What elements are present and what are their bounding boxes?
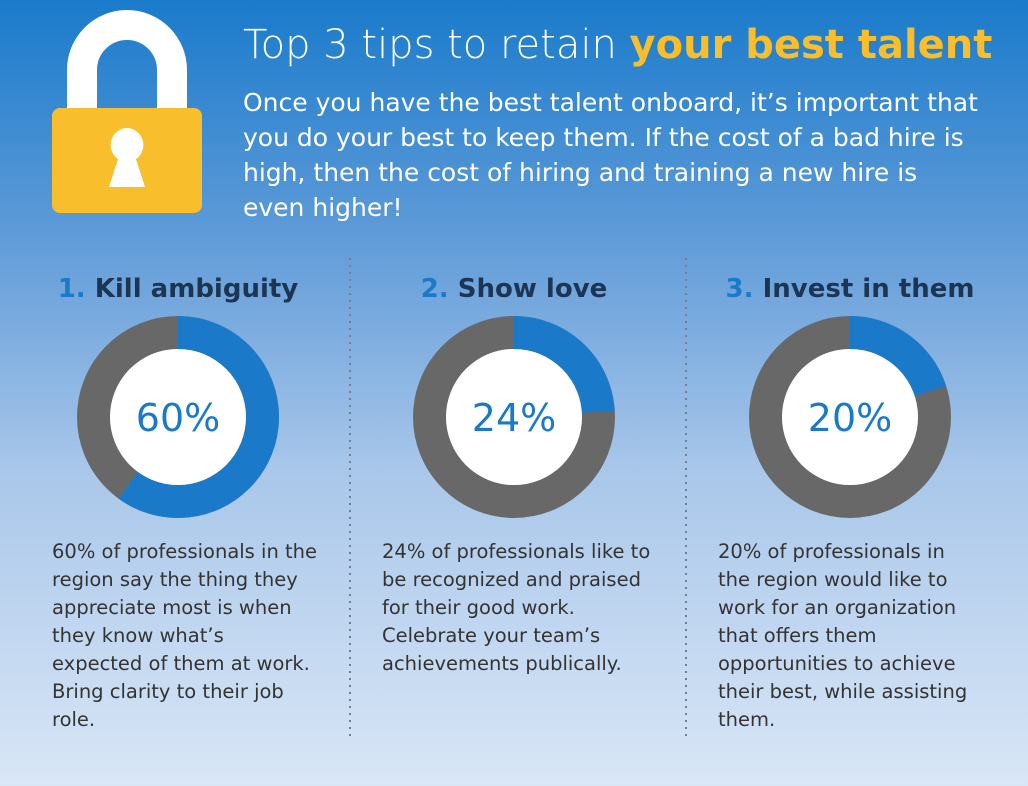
- donut-arc: [77, 316, 279, 518]
- caption-line: opportunities to achieve: [718, 652, 956, 675]
- caption-line: region say the thing they: [52, 568, 298, 591]
- panel-title-text: Invest in them: [763, 274, 975, 304]
- caption-line: Celebrate your team’s: [382, 624, 600, 647]
- panel-title: 1. Kill ambiguity: [58, 274, 299, 304]
- caption-line: work for an organization: [718, 596, 956, 619]
- caption-line: that offers them: [718, 624, 877, 647]
- caption-line: their best, while assisting: [718, 680, 967, 703]
- title-plain: Top 3 tips to retain: [243, 22, 617, 68]
- donut-label: 24%: [472, 396, 556, 440]
- lock-shackle: [67, 10, 187, 112]
- caption-line: them.: [718, 708, 775, 731]
- caption-line: 20% of professionals in: [718, 540, 945, 563]
- caption-line: achievements publically.: [382, 652, 622, 675]
- caption-line: 60% of professionals in the: [52, 540, 317, 563]
- intro-line: you do your best to keep them. If the co…: [243, 123, 964, 152]
- panel-title-text: Kill ambiguity: [95, 274, 299, 304]
- panel-title: 3. Invest in them: [726, 274, 975, 304]
- title-bold: your best talent: [630, 22, 993, 68]
- caption-line: the region would like to: [718, 568, 948, 591]
- donut-label: 60%: [136, 396, 220, 440]
- panel-title-text: Show love: [458, 274, 608, 304]
- donut-label: 20%: [808, 396, 892, 440]
- donut-hole: [446, 349, 582, 485]
- caption-line: they know what’s: [52, 624, 224, 647]
- caption-line: appreciate most is when: [52, 596, 292, 619]
- donut-hole: [782, 349, 918, 485]
- panel-number: 2.: [421, 274, 449, 304]
- lock-icon: [52, 10, 202, 213]
- donut-arc: [413, 316, 615, 518]
- panel-number: 1.: [58, 274, 86, 304]
- caption-line: 24% of professionals like to: [382, 540, 650, 563]
- donut-arc: [749, 316, 951, 518]
- intro-line: even higher!: [243, 193, 403, 222]
- caption-line: role.: [52, 708, 95, 731]
- title: Top 3 tips to retain your best talent: [243, 22, 992, 68]
- intro-line: Once you have the best talent onboard, i…: [243, 88, 978, 117]
- caption-line: for their good work.: [382, 596, 575, 619]
- panel-title: 2. Show love: [421, 274, 608, 304]
- panel-number: 3.: [726, 274, 754, 304]
- caption-line: be recognized and praised: [382, 568, 641, 591]
- caption-line: Bring clarity to their job: [52, 680, 284, 703]
- keyhole: [109, 128, 145, 187]
- caption-line: expected of them at work.: [52, 652, 310, 675]
- intro-line: high, then the cost of hiring and traini…: [243, 158, 917, 187]
- donut-hole: [110, 349, 246, 485]
